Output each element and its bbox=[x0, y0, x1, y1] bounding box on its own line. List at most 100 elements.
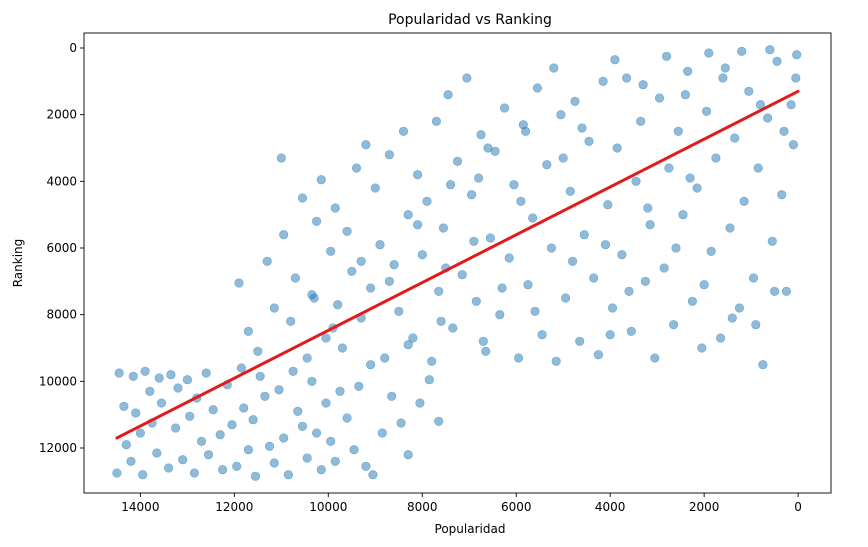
scatter-point bbox=[354, 381, 364, 391]
scatter-point bbox=[680, 90, 691, 100]
scatter-point bbox=[739, 196, 749, 206]
scatter-point bbox=[495, 310, 505, 320]
scatter-point bbox=[661, 51, 672, 61]
scatter-point bbox=[438, 223, 449, 233]
y-tick-label: 4000 bbox=[46, 174, 77, 188]
scatter-point bbox=[445, 180, 456, 190]
scatter-point bbox=[528, 213, 538, 223]
scatter-point bbox=[361, 461, 371, 471]
scatter-point bbox=[330, 203, 340, 213]
scatter-point bbox=[154, 373, 164, 383]
scatter-point bbox=[598, 76, 608, 86]
scatter-point bbox=[499, 103, 510, 113]
x-tick-label: 14000 bbox=[121, 500, 159, 514]
scatter-point bbox=[551, 356, 561, 366]
scatter-point bbox=[730, 133, 740, 143]
scatter-point bbox=[384, 276, 395, 286]
scatter-point bbox=[664, 163, 674, 173]
scatter-point bbox=[462, 73, 472, 83]
scatter-point bbox=[532, 83, 543, 93]
scatter-point bbox=[577, 123, 587, 133]
scatter-point bbox=[687, 296, 698, 306]
scatter-point bbox=[645, 220, 655, 230]
scatter-point bbox=[145, 386, 155, 396]
scatter-point bbox=[335, 386, 345, 396]
scatter-point bbox=[530, 306, 540, 316]
scatter-point bbox=[243, 326, 253, 336]
scatter-point bbox=[434, 286, 444, 296]
scatter-point bbox=[575, 336, 585, 346]
scatter-point bbox=[631, 176, 641, 186]
scatter-point bbox=[452, 156, 463, 166]
y-tick-label: 8000 bbox=[46, 308, 77, 322]
scatter-point bbox=[593, 350, 604, 360]
scatter-point bbox=[565, 186, 575, 196]
scatter-point bbox=[337, 343, 348, 353]
x-axis-title: Popularidad bbox=[435, 522, 506, 536]
scatter-point bbox=[786, 100, 796, 110]
scatter-point bbox=[215, 430, 225, 440]
x-tick-label: 10000 bbox=[309, 500, 347, 514]
scatter-point bbox=[178, 455, 188, 465]
scatter-point bbox=[753, 163, 763, 173]
scatter-point bbox=[673, 126, 683, 136]
scatter-point bbox=[156, 398, 167, 408]
scatter-point bbox=[286, 316, 296, 326]
scatter-point bbox=[668, 320, 679, 330]
scatter-point bbox=[201, 368, 211, 378]
scatter-point bbox=[474, 173, 484, 183]
scatter-point bbox=[166, 370, 176, 380]
scatter-point bbox=[781, 286, 792, 296]
y-tick-label: 6000 bbox=[46, 241, 77, 255]
x-tick-label: 12000 bbox=[215, 500, 253, 514]
scatter-point bbox=[135, 428, 145, 438]
scatter-point bbox=[758, 360, 768, 370]
scatter-point bbox=[293, 406, 303, 416]
scatter-point bbox=[274, 385, 284, 395]
scatter-point bbox=[131, 408, 141, 418]
scatter-point bbox=[283, 470, 294, 480]
scatter-point bbox=[431, 116, 442, 126]
scatter-point bbox=[792, 50, 802, 60]
scatter-point bbox=[152, 448, 162, 458]
scatter-point bbox=[316, 175, 326, 185]
scatter-point bbox=[112, 468, 122, 478]
scatter-point bbox=[734, 303, 745, 313]
scatter-point bbox=[232, 461, 242, 471]
scatter-point bbox=[389, 260, 399, 270]
scatter-point bbox=[302, 353, 312, 363]
scatter-point bbox=[384, 150, 395, 160]
scatter-point bbox=[182, 375, 192, 385]
scatter-point bbox=[351, 163, 362, 173]
scatter-point bbox=[765, 45, 775, 55]
scatter-point bbox=[607, 303, 618, 313]
scatter-point bbox=[612, 143, 622, 153]
scatter-point bbox=[497, 283, 507, 293]
scatter-point bbox=[626, 326, 636, 336]
scatter-point bbox=[546, 243, 557, 253]
scatter-point bbox=[422, 196, 432, 206]
scatter-point bbox=[119, 401, 129, 411]
scatter-point bbox=[448, 323, 458, 333]
scatter-point bbox=[579, 230, 589, 240]
scatter-point bbox=[413, 220, 423, 230]
scatter-point bbox=[347, 266, 357, 276]
scatter-point bbox=[683, 66, 693, 76]
scatter-point bbox=[603, 200, 613, 210]
scatter-point bbox=[537, 330, 547, 340]
scatter-point bbox=[403, 450, 413, 460]
scatter-point bbox=[260, 391, 270, 401]
scatter-point bbox=[520, 126, 531, 136]
scatter-point bbox=[321, 333, 331, 343]
scatter-point bbox=[610, 55, 620, 65]
scatter-point bbox=[424, 375, 434, 385]
scatter-point bbox=[250, 471, 261, 481]
scatter-point bbox=[523, 280, 533, 290]
scatter-point bbox=[751, 320, 761, 330]
scatter-point bbox=[727, 313, 737, 323]
scatter-point bbox=[333, 300, 343, 310]
scatter-point bbox=[467, 190, 477, 200]
trend-layer bbox=[115, 89, 800, 440]
scatter-point bbox=[671, 243, 681, 253]
y-tick-label: 10000 bbox=[39, 374, 77, 388]
